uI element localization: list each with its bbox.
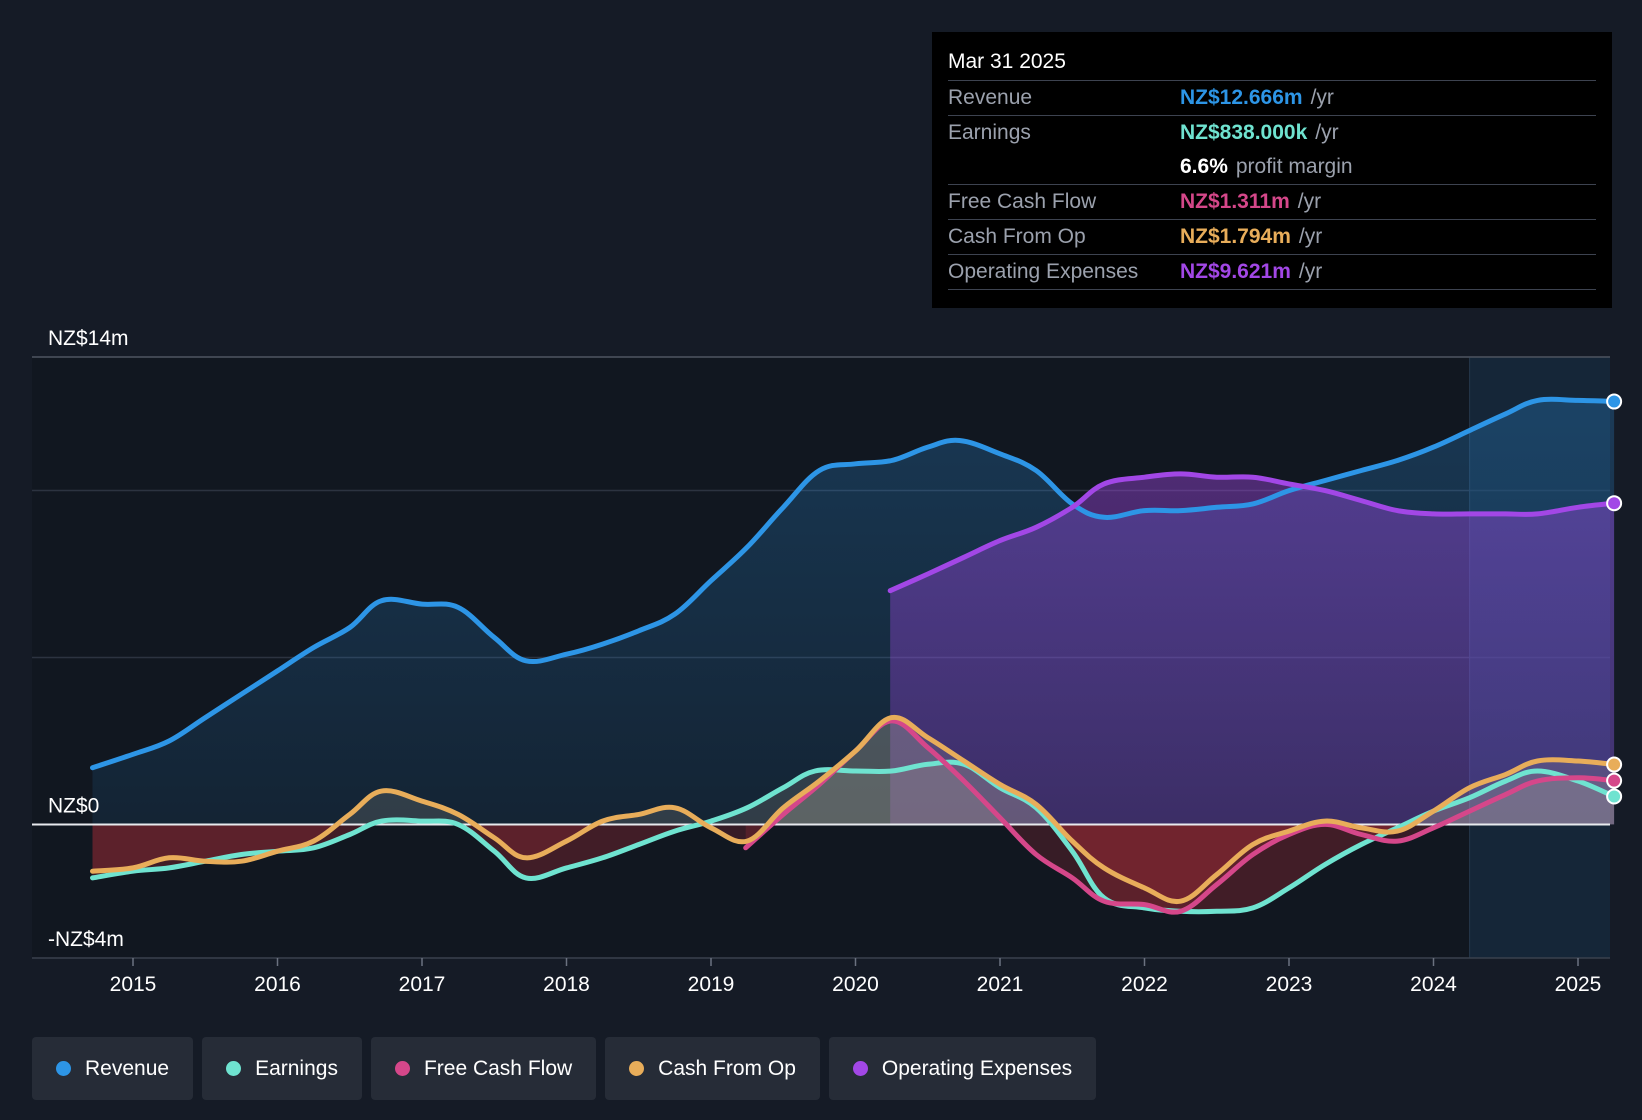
x-tick-label: 2017 — [399, 973, 446, 996]
legend-label: Revenue — [85, 1056, 170, 1080]
tooltip-unit: /yr — [1298, 225, 1323, 248]
tooltip-value: NZ$12.666m — [1180, 86, 1303, 109]
x-tick-label: 2021 — [977, 973, 1024, 996]
legend-item-revenue[interactable]: Revenue — [32, 1037, 194, 1100]
legend-dot-icon — [629, 1061, 645, 1076]
operating-expenses-end-marker — [1606, 495, 1623, 512]
x-tick-label: 2025 — [1555, 973, 1602, 996]
free-cash-flow-end-marker — [1606, 772, 1623, 789]
free-cash-flow-positive-area — [745, 720, 1615, 825]
tooltip-label: Revenue — [948, 86, 1033, 109]
tooltip-label: Cash From Op — [948, 225, 1086, 248]
legend-dot-icon — [394, 1061, 410, 1076]
tooltip-value: NZ$1.311m — [1180, 190, 1290, 213]
tooltip-label: Earnings — [948, 121, 1031, 144]
tooltip-unit: /yr — [1297, 190, 1322, 213]
tooltip-label: Operating Expenses — [948, 260, 1139, 283]
x-tick-label: 2018 — [543, 973, 590, 996]
y-tick-label: -NZ$4m — [48, 928, 124, 951]
tooltip-label: Free Cash Flow — [948, 190, 1097, 213]
tooltip-unit: profit margin — [1235, 155, 1353, 178]
legend-label: Operating Expenses — [881, 1056, 1073, 1080]
tooltip-value: 6.6% — [1180, 155, 1228, 178]
tooltip-unit: /yr — [1315, 121, 1339, 144]
legend: Revenue Earnings Free Cash Flow Cash Fro… — [32, 1037, 1097, 1100]
y-tick-label: NZ$0 — [48, 794, 99, 817]
x-tick-label: 2015 — [110, 973, 157, 996]
legend-label: Cash From Op — [658, 1056, 796, 1080]
y-tick-label: NZ$14m — [48, 327, 129, 350]
free-cash-flow-line — [743, 718, 1617, 915]
tooltip-panel: Mar 31 2025 Revenue NZ$12.666m /yr Earni… — [932, 32, 1612, 308]
tooltip-row-free-cash-flow: Free Cash Flow NZ$1.311m /yr — [948, 184, 1596, 219]
legend-label: Free Cash Flow — [423, 1056, 573, 1080]
tooltip-row-operating-expenses: Operating Expenses NZ$9.621m /yr — [948, 254, 1596, 290]
cash-from-op-line — [90, 714, 1617, 905]
legend-label: Earnings — [255, 1056, 338, 1080]
x-tick-label: 2020 — [832, 973, 879, 996]
tooltip-row-profit-margin: 6.6% profit margin — [948, 150, 1596, 184]
tooltip-row-cash-from-op: Cash From Op NZ$1.794m /yr — [948, 219, 1596, 254]
operating-expenses-line — [887, 471, 1617, 594]
x-tick-label: 2016 — [254, 973, 301, 996]
legend-dot-icon — [852, 1061, 868, 1076]
earnings-positive-area — [92, 762, 1615, 825]
x-tick-label: 2019 — [688, 973, 735, 996]
x-tick-label: 2024 — [1410, 973, 1457, 996]
revenue-end-marker — [1606, 393, 1623, 410]
tooltip-row-earnings: Earnings NZ$838.000k /yr — [948, 115, 1596, 150]
legend-item-earnings[interactable]: Earnings — [202, 1037, 362, 1100]
tooltip-value: NZ$9.621m — [1180, 260, 1291, 283]
tooltip-unit: /yr — [1298, 260, 1323, 283]
revenue-line — [90, 396, 1617, 771]
tooltip-value: NZ$838.000k — [1180, 121, 1308, 144]
legend-item-cash-from-op[interactable]: Cash From Op — [605, 1037, 820, 1100]
x-tick-label: 2023 — [1266, 973, 1313, 996]
legend-item-free-cash-flow[interactable]: Free Cash Flow — [370, 1037, 597, 1100]
tooltip-row-revenue: Revenue NZ$12.666m /yr — [948, 80, 1596, 115]
legend-dot-icon — [56, 1061, 71, 1076]
operating-expenses-area — [890, 473, 1615, 825]
tooltip-date: Mar 31 2025 — [948, 50, 1066, 73]
cash-from-op-negative-area — [92, 824, 1413, 902]
legend-dot-icon — [226, 1061, 242, 1076]
free-cash-flow-negative-area — [745, 824, 1442, 913]
earnings-line — [90, 759, 1617, 915]
cash-from-op-end-marker — [1606, 756, 1623, 773]
tooltip-unit: /yr — [1310, 86, 1334, 109]
tooltip-value: NZ$1.794m — [1180, 225, 1291, 248]
legend-item-operating-expenses[interactable]: Operating Expenses — [828, 1037, 1097, 1100]
earnings-end-marker — [1606, 788, 1623, 805]
x-tick-label: 2022 — [1121, 973, 1168, 996]
